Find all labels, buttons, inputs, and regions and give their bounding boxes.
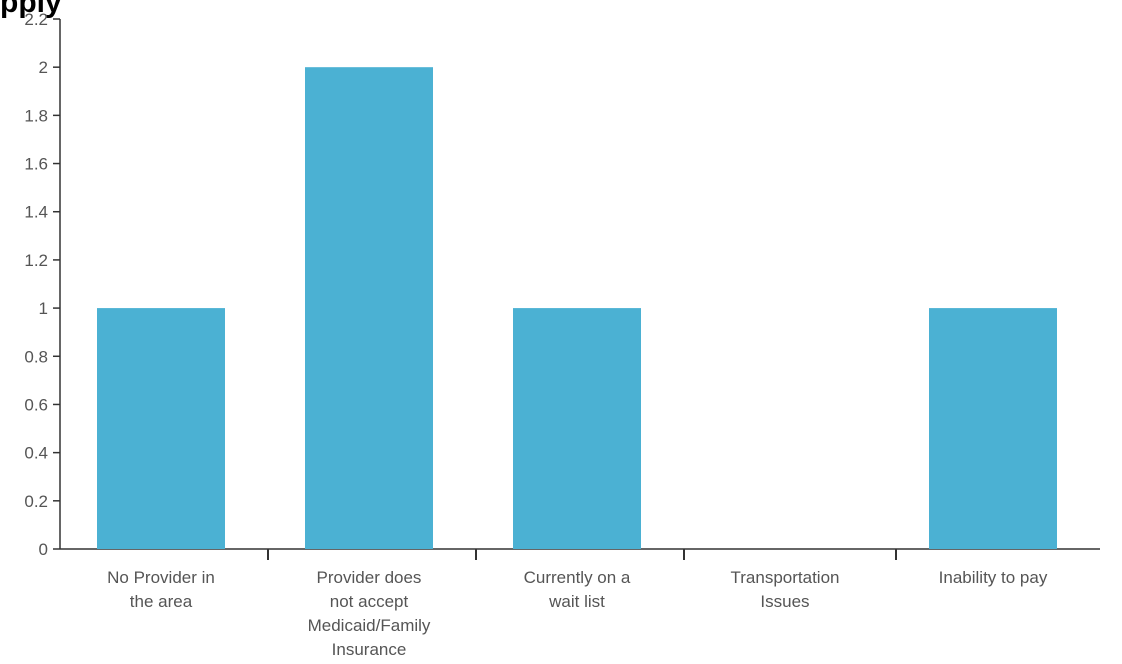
bar <box>929 308 1057 549</box>
y-tick-label: 0.2 <box>24 492 48 511</box>
y-tick-label: 1 <box>39 299 48 318</box>
x-category-label-line: Medicaid/Family <box>308 616 431 635</box>
x-category-label-line: Provider does <box>317 568 422 587</box>
x-category-label: Inability to pay <box>939 568 1048 587</box>
y-tick-label: 0.8 <box>24 347 48 366</box>
x-category-label-line: No Provider in <box>107 568 215 587</box>
x-category-label: Currently on a wait list <box>524 568 631 611</box>
x-category-label-line: Issues <box>760 592 809 611</box>
y-tick-label: 0 <box>39 540 48 559</box>
bar <box>97 308 225 549</box>
x-category-label-line: Insurance <box>332 640 407 659</box>
x-category-label: No Provider in the area <box>107 568 215 611</box>
bar <box>305 67 433 549</box>
y-tick-label: 1.8 <box>24 106 48 125</box>
x-category-label-line: Inability to pay <box>939 568 1048 587</box>
y-tick-label: 1.2 <box>24 251 48 270</box>
x-category-label-line: not accept <box>330 592 409 611</box>
x-category-label-line: Transportation <box>731 568 840 587</box>
x-category-label: Provider does not accept Medicaid/Family In… <box>308 568 431 659</box>
x-category-label-line: Currently on a <box>524 568 631 587</box>
y-tick-label: 1.4 <box>24 203 48 222</box>
x-category-label-line: wait list <box>548 592 605 611</box>
x-category-label-line: the area <box>130 592 193 611</box>
bar <box>513 308 641 549</box>
y-tick-label: 0.6 <box>24 395 48 414</box>
x-category-label: Transportation Issues <box>731 568 840 611</box>
y-tick-label: 1.6 <box>24 155 48 174</box>
y-tick-label: 2 <box>39 58 48 77</box>
y-tick-label: 2.2 <box>24 10 48 29</box>
y-tick-label: 0.4 <box>24 444 48 463</box>
x-category-labels: No Provider in the area Provider does not a… <box>107 568 1048 659</box>
y-tick-labels: 0 0.2 0.4 0.6 0.8 1 1.2 1.4 1.6 1.8 2 2.2 <box>24 10 48 559</box>
chart-title-fragment: pply <box>0 0 62 19</box>
bars <box>97 67 1057 549</box>
